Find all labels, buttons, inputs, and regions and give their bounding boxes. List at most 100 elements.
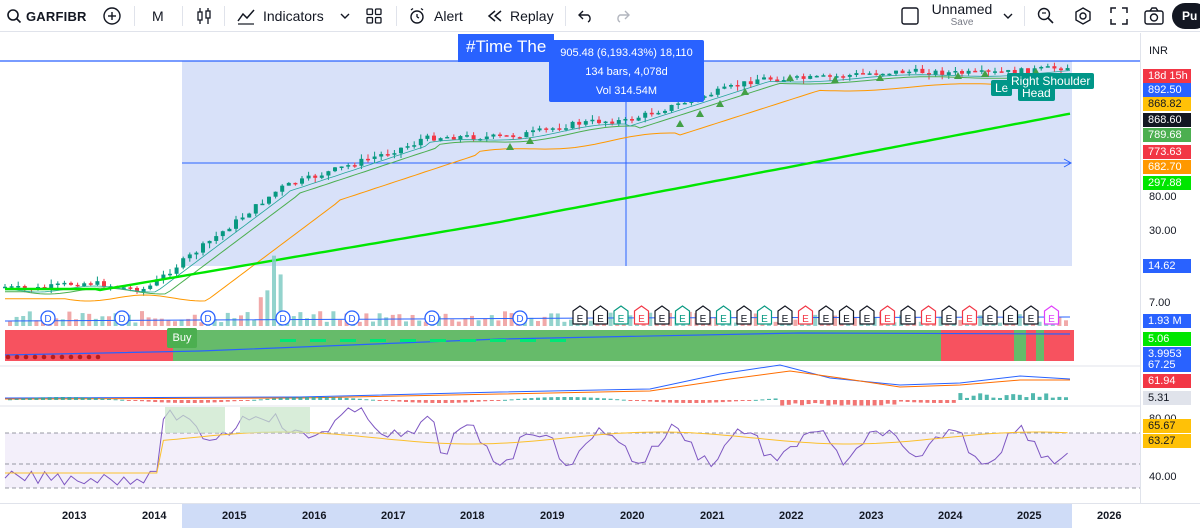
macd-histogram-bar — [1024, 397, 1029, 400]
price-scale[interactable]: INR 80.00 30.00 7.00 80.00 40.00 18d 15h… — [1140, 33, 1200, 503]
macd-histogram-bar — [938, 400, 943, 403]
macd-histogram-bar — [140, 400, 144, 402]
macd-histogram-bar — [1037, 396, 1042, 400]
publish-button[interactable]: Pu — [1172, 3, 1200, 29]
indicators-dropdown[interactable] — [340, 0, 350, 32]
macd-histogram-bar — [503, 399, 507, 401]
macd-histogram-bar — [8, 399, 12, 401]
ma-line — [5, 83, 1071, 302]
layouts-button[interactable] — [366, 0, 382, 32]
year-label: 2013 — [62, 510, 87, 522]
layout-dropdown[interactable] — [1003, 0, 1013, 32]
price-badge: 773.63 — [1143, 145, 1191, 159]
macd-histogram-bar — [258, 399, 263, 401]
redo-button[interactable] — [614, 0, 630, 32]
macd-histogram-bar — [793, 400, 798, 404]
candle-body — [517, 137, 522, 139]
macd-histogram-bar — [397, 400, 402, 402]
candle-body — [907, 71, 912, 74]
macd-histogram-bar — [1044, 393, 1049, 400]
candle-body — [319, 175, 324, 178]
trend-dot — [95, 354, 101, 360]
macd-histogram-bar — [496, 400, 501, 401]
macd-histogram-bar — [984, 394, 989, 400]
macd-histogram-bar — [978, 393, 983, 400]
quick-search-button[interactable] — [1036, 0, 1056, 32]
measure-tooltip-line3: Vol 314.54M — [595, 85, 658, 97]
search-icon — [6, 8, 22, 24]
volume-bar — [305, 318, 309, 326]
interval-button[interactable]: M — [152, 0, 164, 32]
replay-label: Replay — [510, 8, 554, 24]
earnings-marker-label: E — [618, 314, 625, 325]
settings-button[interactable] — [1073, 0, 1093, 32]
macd-histogram-bar — [509, 399, 514, 401]
candle-body — [412, 145, 417, 147]
undo-button[interactable] — [578, 0, 594, 32]
earnings-marker-label: E — [638, 314, 645, 325]
layout-name-button[interactable]: Unnamed Save — [928, 0, 996, 32]
candle-body — [623, 119, 628, 121]
candle-body — [49, 284, 54, 289]
top-toolbar: GARFIBR M Indicators Alert — [0, 0, 1200, 32]
macd-histogram-bar — [813, 400, 818, 404]
measure-tooltip-line1: 905.48 (6,193.43%) 18,110 — [560, 47, 693, 59]
macd-histogram-bar — [912, 400, 917, 403]
macd-histogram-bar — [476, 400, 481, 402]
macd-histogram-bar — [780, 400, 785, 406]
macd-histogram-bar — [918, 400, 923, 403]
volume-bar — [569, 319, 573, 326]
dividend-marker-label: D — [348, 314, 355, 325]
macd-histogram-bar — [199, 400, 204, 403]
snapshot-button[interactable] — [1144, 0, 1164, 32]
replay-button[interactable]: Replay — [486, 0, 554, 32]
chart-title: #Time The — [458, 34, 554, 62]
signal-triangle — [506, 143, 514, 150]
macd-histogram-bar — [245, 400, 250, 401]
candle-body — [392, 153, 397, 155]
rsi-tick: 40.00 — [1149, 471, 1177, 483]
volume-bar — [938, 316, 943, 326]
volume-bar — [179, 319, 184, 326]
trend-dot — [41, 354, 47, 360]
time-axis[interactable]: 2013 2014 2015 2016 2017 2018 2019 2020 2021 2022… — [0, 503, 1200, 528]
dividend-marker — [275, 310, 291, 326]
earnings-marker-label: E — [823, 314, 830, 325]
candle-body — [682, 102, 687, 105]
candle-body — [214, 236, 219, 241]
candle-body — [253, 204, 258, 214]
macd-histogram-bar — [47, 397, 52, 400]
dividend-marker — [512, 310, 528, 326]
macd-histogram-bar — [635, 400, 639, 401]
volume-bar — [852, 317, 857, 326]
layout-name: Unnamed — [931, 1, 993, 17]
candle-body — [333, 167, 337, 172]
price-badge: 682.70 — [1143, 160, 1191, 174]
candle-body — [385, 154, 390, 156]
earnings-marker-label: E — [761, 314, 768, 325]
signal-triangle — [526, 137, 534, 144]
buy-signal-label: Buy — [167, 328, 197, 348]
currency-label[interactable]: INR — [1149, 45, 1168, 57]
candle-body — [445, 136, 450, 139]
candle-body — [894, 70, 898, 74]
compare-button[interactable] — [102, 0, 122, 32]
macd-histogram-bar — [522, 398, 527, 400]
fullscreen-button[interactable] — [1110, 0, 1128, 32]
symbol-search[interactable]: GARFIBR — [6, 0, 87, 32]
macd-histogram-bar — [846, 400, 851, 405]
chart-type-button[interactable] — [196, 0, 212, 32]
candle-body — [940, 70, 945, 75]
volume-bar — [153, 318, 158, 326]
layout-checkbox[interactable] — [901, 0, 919, 32]
earnings-marker — [838, 305, 855, 325]
candle-body — [603, 121, 608, 124]
indicators-button[interactable]: Indicators — [236, 0, 324, 32]
price-badge: 1.93 M — [1143, 314, 1191, 328]
alert-button[interactable]: Alert — [408, 0, 463, 32]
dividend-marker — [40, 310, 56, 326]
volume-bar — [8, 321, 12, 326]
volume-bar — [1064, 320, 1068, 326]
